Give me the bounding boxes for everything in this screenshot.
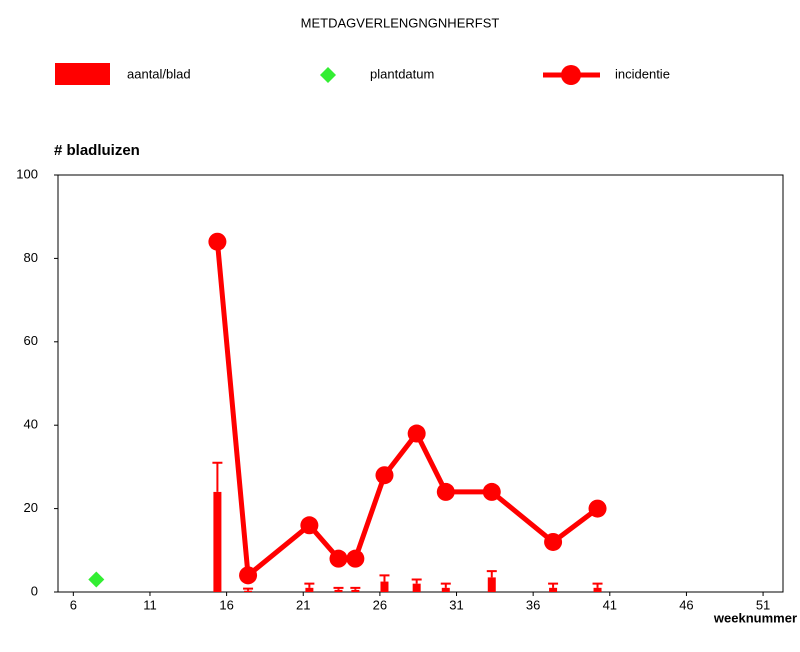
- legend-label: plantdatum: [370, 66, 434, 81]
- point: [88, 571, 105, 588]
- plot-frame: [57, 174, 784, 593]
- x-tick-label: 16: [219, 597, 233, 612]
- legend-label: incidentie: [615, 66, 670, 81]
- legend-swatch: [55, 63, 110, 85]
- line: [214, 241, 600, 578]
- error-bar: [486, 570, 497, 578]
- point: [544, 532, 563, 551]
- error-bar: [548, 582, 559, 588]
- chart-title: METDAGVERLENGNGNHERFST: [301, 15, 500, 30]
- point: [588, 499, 607, 518]
- y-tick-label: 100: [16, 166, 38, 181]
- bar: [213, 491, 222, 592]
- error-bar: [350, 586, 361, 590]
- bar: [487, 577, 496, 592]
- x-tick-label: 41: [603, 597, 617, 612]
- point: [329, 549, 348, 568]
- bar: [351, 589, 360, 592]
- y-axis-label: # bladluizen: [54, 142, 140, 159]
- x-tick-label: 11: [143, 597, 157, 612]
- error-bar: [243, 587, 254, 591]
- error-bar: [212, 461, 223, 492]
- legend-swatch: [320, 67, 336, 83]
- error-bar: [440, 582, 451, 588]
- bar: [441, 587, 450, 592]
- bar: [305, 587, 314, 592]
- point: [346, 549, 365, 568]
- y-tick-label: 60: [24, 333, 38, 348]
- point: [375, 466, 394, 485]
- bar: [334, 589, 343, 592]
- error-bar: [379, 574, 390, 582]
- bar: [244, 590, 253, 592]
- x-tick-label: 26: [373, 597, 387, 612]
- error-bar: [411, 578, 422, 584]
- x-tick-label: 6: [70, 597, 77, 612]
- bar: [412, 583, 421, 592]
- bar: [380, 581, 389, 592]
- x-axis-label: weeknummer: [713, 610, 797, 625]
- y-tick-label: 20: [24, 500, 38, 515]
- point: [208, 232, 227, 251]
- y-tick-label: 40: [24, 417, 38, 432]
- y-tick-label: 0: [31, 583, 38, 598]
- x-tick-label: 46: [679, 597, 693, 612]
- bar: [593, 587, 602, 592]
- bar: [549, 587, 558, 592]
- error-bar: [304, 582, 315, 588]
- x-tick-label: 21: [296, 597, 310, 612]
- x-tick-label: 51: [756, 597, 770, 612]
- x-tick-label: 36: [526, 597, 540, 612]
- error-bar: [592, 582, 603, 588]
- error-bar: [333, 586, 344, 590]
- y-tick-label: 80: [24, 250, 38, 265]
- legend-swatch: [561, 65, 581, 85]
- point: [407, 424, 426, 443]
- x-tick-label: 31: [449, 597, 463, 612]
- legend-label: aantal/blad: [127, 66, 191, 81]
- point: [436, 482, 455, 501]
- point: [300, 516, 319, 535]
- point: [239, 566, 258, 585]
- point: [482, 482, 501, 501]
